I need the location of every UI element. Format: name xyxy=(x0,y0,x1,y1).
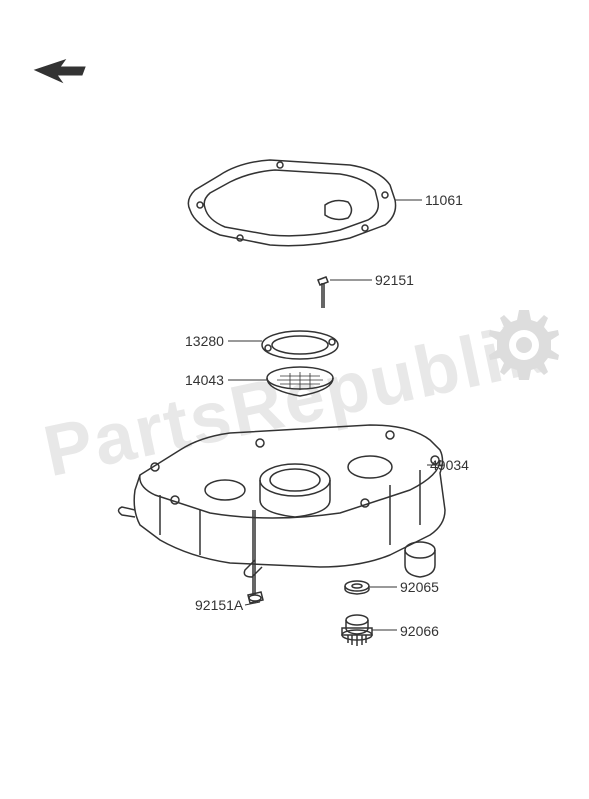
bolt2-part xyxy=(248,510,263,603)
gasket-label: 11061 xyxy=(425,192,463,208)
washer-part xyxy=(345,581,369,594)
plug-part xyxy=(342,615,372,646)
bolt1-label: 92151 xyxy=(375,272,414,288)
filter-part xyxy=(267,367,333,396)
pan-label: 49034 xyxy=(430,457,469,473)
filter-label: 14043 xyxy=(185,372,224,388)
navigation-arrow-icon xyxy=(30,55,90,95)
washer-label: 92065 xyxy=(400,579,439,595)
holder-label: 13280 xyxy=(185,333,224,349)
bolt1-part xyxy=(318,277,328,308)
plug-label: 92066 xyxy=(400,623,439,639)
gasket-part xyxy=(188,160,395,246)
oil-pan-part xyxy=(119,425,446,577)
holder-part xyxy=(262,331,338,359)
bolt2-label: 92151A xyxy=(195,597,243,613)
parts-diagram xyxy=(0,0,589,799)
